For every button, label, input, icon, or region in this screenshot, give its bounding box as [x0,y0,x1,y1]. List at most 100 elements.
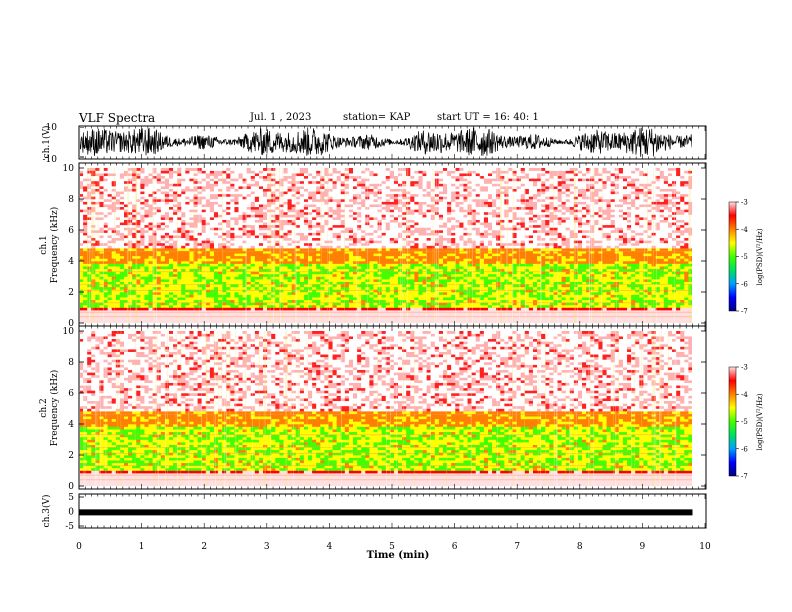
spectrogram-cell [312,320,317,323]
spectrogram-cell [279,214,284,218]
spectrogram-cell [173,317,178,321]
spectrogram-cell [83,286,88,290]
spectrogram-cell [148,302,153,306]
spectrogram-cell [152,191,158,195]
spectrogram-cell [353,240,358,244]
spectrogram-cell [373,317,378,321]
spectrogram-cell [185,186,190,189]
spectrogram-cell [340,193,346,197]
spectrogram-cell [291,281,297,285]
spectrogram-cell [230,186,235,189]
spectrogram-cell [385,237,391,241]
spectrogram-cell [168,302,174,306]
spectrogram-cell [385,191,391,195]
spectrogram-cell [410,237,415,241]
spectrogram-cell [267,222,272,226]
spectrogram-cell [107,180,113,184]
spectrogram-cell [250,168,256,171]
spectrogram-cell [295,284,301,288]
spectrogram-cell [328,279,333,282]
spectrogram-cell [136,292,141,295]
spectrogram-cell [209,289,215,293]
spectrogram-cell [213,299,219,303]
spectrogram-cell [361,227,366,231]
spectrogram-cell [189,248,194,251]
spectrogram-cell [80,255,84,259]
spectrogram-cell [168,250,174,254]
spectrogram-cell [132,180,137,184]
spectrogram-cell [181,222,186,226]
spectrogram-cell [385,310,391,313]
spectrogram-cell [287,266,292,270]
spectrogram-cell [361,199,366,202]
spectrogram-cell [258,188,264,192]
spectrogram-cell [385,235,391,239]
spectrogram-cell [160,217,166,220]
spectrogram-cell [287,186,292,189]
spectrogram-cell [242,297,247,301]
spectrogram-cell [365,248,370,251]
spectrogram-cell [164,168,170,171]
spectrogram-cell [258,193,264,197]
spectrogram-cell [148,271,153,275]
spectrogram-cell [324,284,329,288]
spectrogram-cell [148,214,153,218]
spectrogram-cell [385,217,391,220]
spectrogram-cell [369,307,374,311]
spectrogram-cell [181,242,186,246]
spectrogram-cell [181,317,186,321]
spectrogram-cell [185,175,190,179]
spectrogram-cell [80,302,84,306]
spectrogram-cell [324,263,329,267]
spectrogram-cell [258,170,264,174]
spectrogram-cell [173,320,178,323]
spectrogram-cell [385,302,391,306]
spectrogram-cell [365,281,370,285]
spectrogram-cell [119,168,125,171]
spectrogram-cell [95,255,100,259]
spectrogram-cell [80,235,84,239]
spectrogram-cell [148,222,153,226]
spectrogram-cell [254,188,260,192]
spectrogram-cell [324,196,329,200]
spectrogram-cell [295,173,301,177]
spectrogram-cell [324,209,329,213]
spectrogram-cell [201,175,207,179]
spectrogram-cell [295,222,301,226]
spectrogram-cell [205,232,211,236]
spectrogram-cell [111,196,117,200]
spectrogram-cell [132,206,137,210]
spectrogram-cell [303,250,309,254]
spectrogram-cell [156,232,162,236]
spectrogram-cell [299,242,305,246]
spectrogram-cell [410,204,415,208]
spectrogram-cell [348,217,354,220]
spectrogram-cell [156,230,162,233]
spectrogram-cell [414,217,419,220]
spectrogram-cell [406,222,411,226]
spectrogram-cell [193,230,198,233]
spectrogram-cell [250,255,256,259]
spectrogram-cell [410,297,415,301]
spectrogram-cell [209,168,215,171]
spectrogram-cell [312,180,317,184]
spectrogram-cell [308,211,313,215]
spectrogram-cell [246,258,252,262]
spectrogram-cell [246,255,252,259]
spectrogram-cell [283,317,288,321]
spectrogram-cell [295,276,301,280]
spectrogram-cell [234,240,239,244]
spectrogram-cell [156,294,162,298]
spectrogram-cell [80,201,84,205]
spectrogram-cell [205,286,211,290]
spectrogram-cell [254,261,260,264]
spectrogram-cell [312,261,317,264]
spectrogram-cell [111,242,117,246]
spectrogram-cell [193,191,198,195]
spectrogram-cell [414,240,419,244]
spectrogram-cell [381,310,387,313]
spectrogram-cell [107,214,113,218]
spectrogram-cell [406,250,411,254]
spectrogram-cell [320,307,325,311]
spectrogram-cell [230,258,235,262]
